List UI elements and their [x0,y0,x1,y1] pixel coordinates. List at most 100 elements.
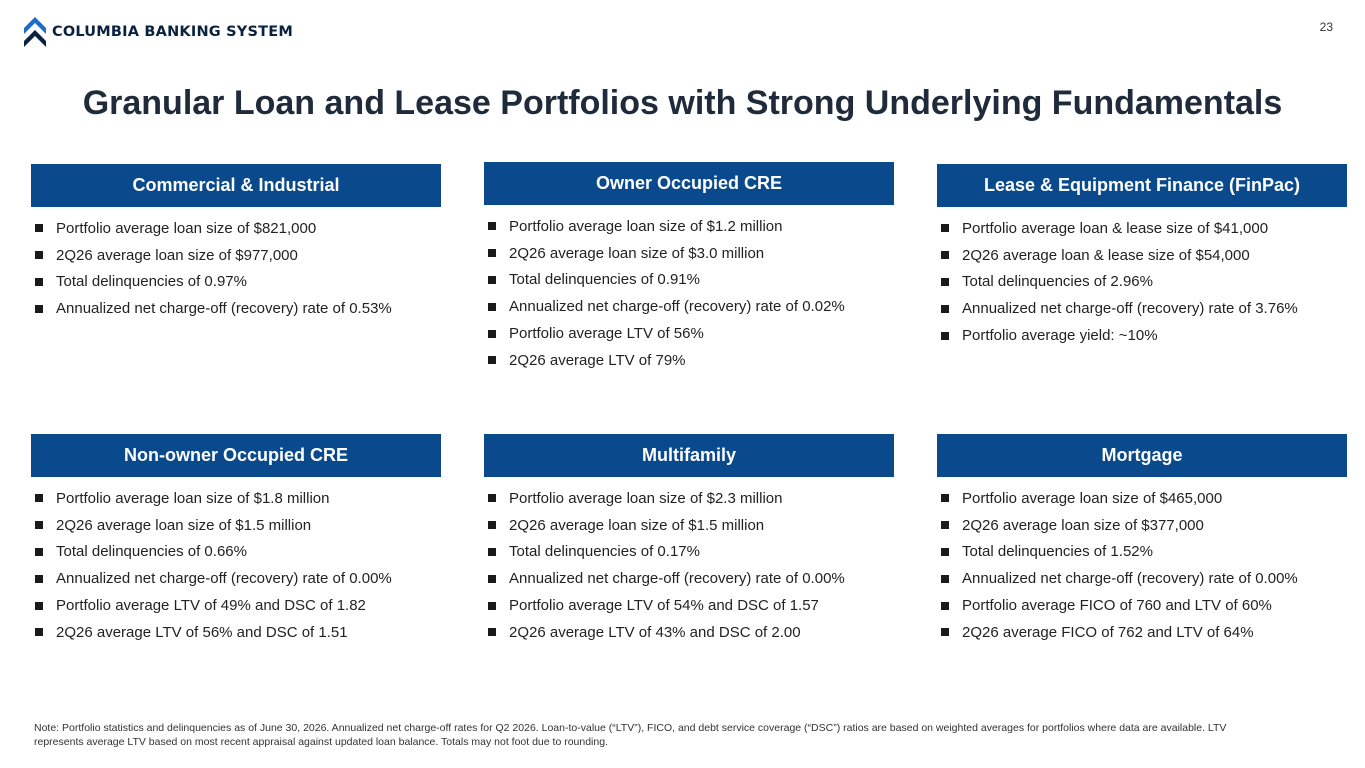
panel-multifamily: Multifamily Portfolio average loan size … [484,434,894,646]
bullet-list: Portfolio average loan & lease size of $… [937,207,1347,349]
square-bullet-icon [35,521,43,530]
list-item: Portfolio average loan size of $465,000 [941,485,1347,512]
bullet-list: Portfolio average loan size of $1.8 mill… [31,477,441,646]
list-item: 2Q26 average LTV of 43% and DSC of 2.00 [488,619,894,646]
panel-owner-occupied-cre: Owner Occupied CRE Portfolio average loa… [484,162,894,374]
list-item: Annualized net charge-off (recovery) rat… [941,565,1347,592]
square-bullet-icon [941,521,949,530]
list-item: Total delinquencies of 0.17% [488,539,894,566]
list-item: Portfolio average yield: ~10% [941,322,1347,349]
list-item-text: Annualized net charge-off (recovery) rat… [509,298,845,316]
bullet-list: Portfolio average loan size of $1.2 mill… [484,205,894,374]
list-item: Annualized net charge-off (recovery) rat… [488,565,894,592]
square-bullet-icon [488,494,496,503]
square-bullet-icon [488,521,496,530]
list-item-text: Portfolio average LTV of 49% and DSC of … [56,597,366,615]
chevron-stack-logo-icon [24,17,46,47]
panel-mortgage: Mortgage Portfolio average loan size of … [937,434,1347,646]
list-item: Portfolio average LTV of 49% and DSC of … [35,592,441,619]
square-bullet-icon [941,331,949,340]
list-item: 2Q26 average loan size of $377,000 [941,512,1347,539]
square-bullet-icon [941,251,949,260]
list-item-text: Total delinquencies of 1.52% [962,543,1153,561]
page-title: Granular Loan and Lease Portfolios with … [82,84,1283,122]
panel-header: Mortgage [937,434,1347,477]
panel-commercial-industrial: Commercial & Industrial Portfolio averag… [31,164,441,322]
list-item: Annualized net charge-off (recovery) rat… [941,295,1347,322]
list-item-text: Portfolio average loan size of $1.8 mill… [56,489,330,507]
list-item: Annualized net charge-off (recovery) rat… [488,293,894,320]
square-bullet-icon [488,601,496,610]
square-bullet-icon [941,224,949,233]
list-item-text: Annualized net charge-off (recovery) rat… [962,570,1298,588]
square-bullet-icon [941,628,949,637]
list-item-text: 2Q26 average LTV of 56% and DSC of 1.51 [56,623,348,641]
list-item: 2Q26 average loan size of $977,000 [35,242,441,269]
list-item-text: 2Q26 average FICO of 762 and LTV of 64% [962,623,1254,641]
square-bullet-icon [941,601,949,610]
list-item: Portfolio average LTV of 56% [488,320,894,347]
list-item: Portfolio average loan size of $821,000 [35,215,441,242]
list-item: Total delinquencies of 0.91% [488,267,894,294]
list-item: 2Q26 average FICO of 762 and LTV of 64% [941,619,1347,646]
list-item: 2Q26 average LTV of 79% [488,347,894,374]
square-bullet-icon [488,275,496,284]
list-item-text: Portfolio average LTV of 56% [509,325,704,343]
list-item-text: Total delinquencies of 0.66% [56,543,247,561]
list-item-text: Annualized net charge-off (recovery) rat… [56,300,392,318]
list-item: Portfolio average loan & lease size of $… [941,215,1347,242]
square-bullet-icon [941,277,949,286]
bullet-list: Portfolio average loan size of $465,000 … [937,477,1347,646]
list-item-text: 2Q26 average LTV of 43% and DSC of 2.00 [509,623,801,641]
square-bullet-icon [35,494,43,503]
list-item-text: Annualized net charge-off (recovery) rat… [56,570,392,588]
list-item: 2Q26 average loan & lease size of $54,00… [941,242,1347,269]
square-bullet-icon [488,574,496,583]
list-item: Annualized net charge-off (recovery) rat… [35,295,441,322]
square-bullet-icon [35,601,43,610]
square-bullet-icon [941,547,949,556]
list-item-text: Total delinquencies of 2.96% [962,273,1153,291]
square-bullet-icon [35,251,43,260]
list-item-text: Total delinquencies of 0.97% [56,273,247,291]
list-item: Total delinquencies of 2.96% [941,269,1347,296]
panel-non-owner-occupied-cre: Non-owner Occupied CRE Portfolio average… [31,434,441,646]
panel-header: Owner Occupied CRE [484,162,894,205]
square-bullet-icon [488,329,496,338]
list-item-text: Total delinquencies of 0.91% [509,271,700,289]
list-item: Portfolio average loan size of $2.3 mill… [488,485,894,512]
list-item-text: Annualized net charge-off (recovery) rat… [962,300,1298,318]
square-bullet-icon [35,628,43,637]
square-bullet-icon [488,356,496,365]
list-item-text: Total delinquencies of 0.17% [509,543,700,561]
square-bullet-icon [941,494,949,503]
list-item: Portfolio average LTV of 54% and DSC of … [488,592,894,619]
bullet-list: Portfolio average loan size of $2.3 mill… [484,477,894,646]
square-bullet-icon [35,574,43,583]
brand-name: COLUMBIA BANKING SYSTEM [52,24,293,40]
list-item-text: 2Q26 average loan & lease size of $54,00… [962,246,1250,264]
list-item: Total delinquencies of 1.52% [941,539,1347,566]
panel-header: Lease & Equipment Finance (FinPac) [937,164,1347,207]
list-item-text: Portfolio average loan & lease size of $… [962,219,1269,237]
bullet-list: Portfolio average loan size of $821,000 … [31,207,441,322]
panel-lease-equipment-finance: Lease & Equipment Finance (FinPac) Portf… [937,164,1347,349]
list-item: Annualized net charge-off (recovery) rat… [35,565,441,592]
list-item-text: 2Q26 average loan size of $3.0 million [509,244,765,262]
square-bullet-icon [35,277,43,286]
list-item-text: Portfolio average loan size of $821,000 [56,219,317,237]
panel-header: Multifamily [484,434,894,477]
list-item-text: 2Q26 average loan size of $1.5 million [56,516,312,534]
list-item: 2Q26 average loan size of $1.5 million [35,512,441,539]
list-item-text: Portfolio average loan size of $465,000 [962,489,1223,507]
panel-header: Non-owner Occupied CRE [31,434,441,477]
page-number: 23 [1319,20,1333,34]
list-item-text: Portfolio average LTV of 54% and DSC of … [509,597,819,615]
list-item-text: Portfolio average yield: ~10% [962,327,1158,345]
panel-header: Commercial & Industrial [31,164,441,207]
footnote: Note: Portfolio statistics and delinquen… [34,722,1227,748]
square-bullet-icon [941,304,949,313]
list-item: Portfolio average FICO of 760 and LTV of… [941,592,1347,619]
square-bullet-icon [35,224,43,233]
list-item-text: 2Q26 average LTV of 79% [509,351,686,369]
